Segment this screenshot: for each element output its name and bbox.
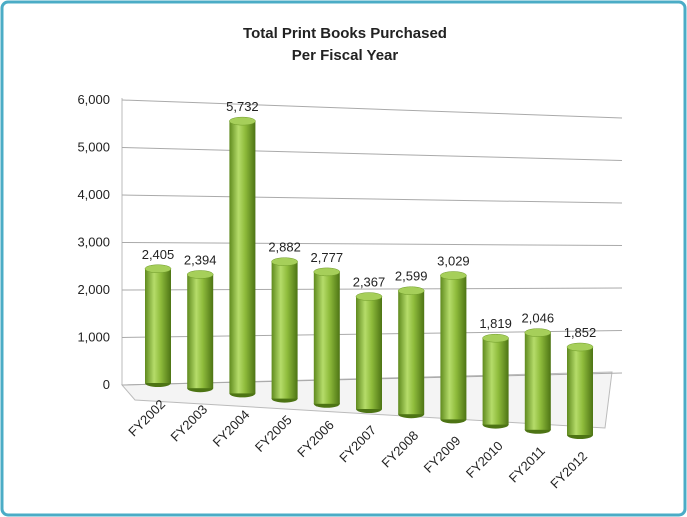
y-tick-label: 2,000	[77, 282, 110, 297]
bar	[356, 296, 382, 409]
data-label: 1,819	[479, 316, 512, 331]
bar-top	[271, 257, 298, 266]
grid-line	[121, 99, 623, 119]
bar	[482, 338, 509, 425]
data-label: 2,367	[353, 275, 386, 290]
grid-line	[121, 242, 623, 246]
y-tick-label: 4,000	[77, 187, 110, 202]
data-label: 2,599	[395, 269, 428, 284]
chart-title: Total Print Books Purchased	[243, 25, 447, 42]
y-tick-label: 0	[103, 377, 110, 392]
bar-top	[186, 270, 214, 279]
bar	[271, 261, 298, 399]
bar-top	[144, 264, 172, 274]
bar	[187, 274, 214, 389]
grid-line	[121, 147, 623, 161]
data-label: 5,732	[226, 99, 259, 114]
bar-top	[397, 286, 425, 295]
data-label: 2,405	[142, 247, 175, 262]
data-label: 2,777	[311, 250, 344, 265]
bar-top	[482, 333, 509, 343]
y-tick-label: 6,000	[77, 92, 110, 107]
data-label: 3,029	[437, 254, 470, 269]
bar	[440, 275, 467, 420]
bar	[398, 290, 425, 415]
data-label: 2,046	[522, 311, 555, 326]
bar-top	[229, 116, 256, 126]
bar	[145, 268, 171, 383]
y-tick-label: 5,000	[77, 140, 110, 155]
bar	[229, 121, 256, 394]
bar-top	[566, 342, 594, 352]
bar	[567, 347, 593, 435]
bar	[524, 332, 551, 430]
data-label: 2,394	[184, 252, 217, 267]
bar	[313, 271, 340, 404]
grid-line	[121, 194, 623, 204]
data-label: 1,852	[564, 325, 597, 340]
data-label: 2,882	[268, 240, 301, 255]
bar-top	[313, 267, 341, 277]
bar-top	[355, 292, 383, 301]
chart-title: Per Fiscal Year	[292, 47, 399, 64]
bar-top	[440, 271, 467, 280]
y-tick-label: 1,000	[77, 330, 110, 345]
y-tick-label: 3,000	[77, 235, 110, 250]
bar-top	[524, 328, 552, 337]
